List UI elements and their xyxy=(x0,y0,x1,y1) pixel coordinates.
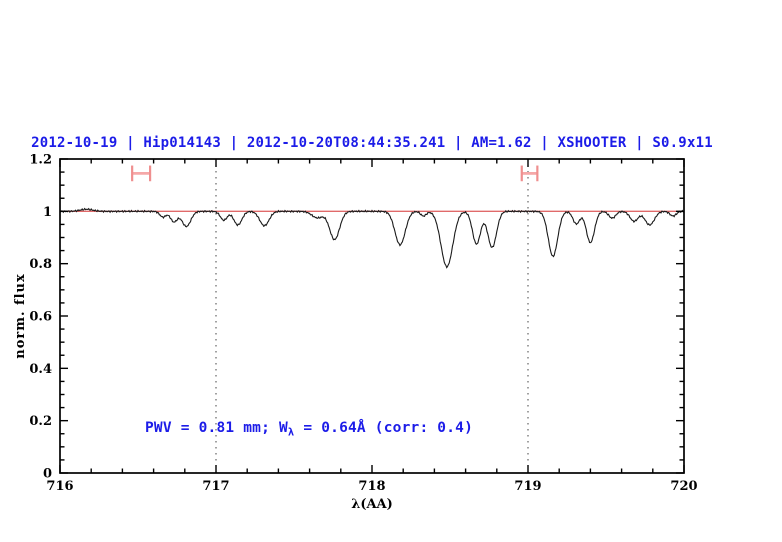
y-axis-label: norm. flux xyxy=(13,273,28,359)
x-tick-label-719: 719 xyxy=(514,479,541,494)
pwv-annotation-subscript: λ xyxy=(288,427,295,439)
y-tick-label-1.2: 1.2 xyxy=(29,153,52,168)
y-tick-label-0.4: 0.4 xyxy=(29,362,52,377)
y-tick-label-0.2: 0.2 xyxy=(29,414,52,429)
y-tick-label-0: 0 xyxy=(43,467,52,482)
pwv-annotation-rest: = 0.64Å (corr: 0.4) xyxy=(294,419,473,436)
x-tick-label-720: 720 xyxy=(670,479,697,494)
y-tick-label-0.8: 0.8 xyxy=(29,257,52,272)
pwv-annotation: PWV = 0.81 mm; Wλ = 0.64Å (corr: 0.4) xyxy=(145,419,473,439)
x-tick-label-716: 716 xyxy=(46,479,73,494)
guide-lines xyxy=(215,159,529,473)
pwv-annotation-main: PWV = 0.81 mm; W xyxy=(145,420,288,436)
x-tick-label-718: 718 xyxy=(358,479,385,494)
telluric-markers xyxy=(131,165,539,182)
x-axis-label: λ(AA) xyxy=(351,497,393,512)
x-tick-label-717: 717 xyxy=(202,479,229,494)
y-tick-label-1: 1 xyxy=(43,205,52,220)
telluric-marker-1 xyxy=(131,165,152,182)
spectrum-line xyxy=(59,207,685,269)
y-axis-tick-labels: 0 0.2 0.4 0.6 0.8 1 1.2 xyxy=(29,153,52,482)
telluric-marker-2 xyxy=(520,165,539,182)
plot-frame xyxy=(59,158,685,474)
plot-title: 2012-10-19 | Hip014143 | 2012-10-20T08:4… xyxy=(31,135,713,151)
x-axis-tick-labels: 716 717 718 719 720 xyxy=(46,479,697,494)
y-tick-label-0.6: 0.6 xyxy=(29,310,52,325)
